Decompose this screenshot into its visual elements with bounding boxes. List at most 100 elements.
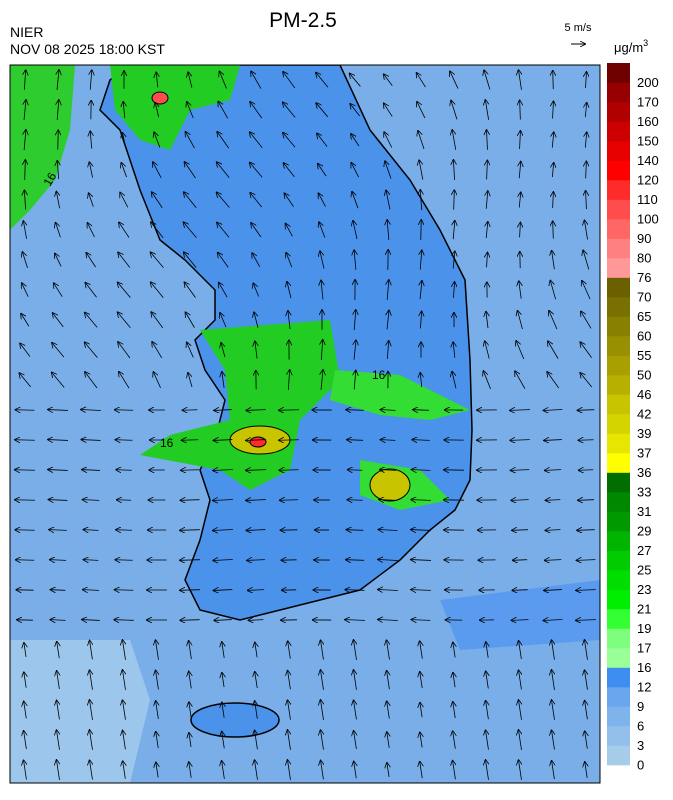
colorbar-segment — [607, 726, 630, 746]
colorbar-label: 60 — [637, 329, 651, 344]
colorbar-label: 39 — [637, 426, 651, 441]
colorbar-label: 21 — [637, 602, 651, 617]
unit-base: μg/m — [614, 40, 643, 55]
agency: NIER — [10, 24, 43, 40]
colorbar-segment — [607, 336, 630, 356]
colorbar-segment — [607, 297, 630, 317]
colorbar-label: 12 — [637, 680, 651, 695]
unit-exponent: 3 — [643, 38, 648, 48]
wind-arrow — [578, 440, 593, 441]
hotspot — [152, 92, 168, 104]
colorbar-label: 80 — [637, 251, 651, 266]
colorbar-label: 23 — [637, 582, 651, 597]
low-area — [10, 640, 150, 783]
colorbar-label: 140 — [637, 153, 659, 168]
colorbar: 0369121617192123252729313336373942465055… — [607, 63, 659, 773]
colorbar-label: 37 — [637, 446, 651, 461]
colorbar-segment — [607, 668, 630, 688]
wind-arrow — [421, 220, 422, 240]
colorbar-label: 65 — [637, 309, 651, 324]
datetime: NOV 08 2025 18:00 KST — [10, 41, 165, 57]
colorbar-segment — [607, 570, 630, 590]
colorbar-segment — [607, 687, 630, 707]
island — [191, 703, 279, 737]
wind-arrow — [181, 470, 199, 471]
wind-arrow — [115, 560, 132, 561]
wind-arrow — [579, 470, 593, 471]
colorbar-segment — [607, 531, 630, 551]
colorbar-segment — [607, 356, 630, 376]
colorbar-label: 160 — [637, 114, 659, 129]
colorbar-segment — [607, 258, 630, 278]
colorbar-label: 46 — [637, 387, 651, 402]
hotspot — [370, 469, 410, 501]
colorbar-segment — [607, 102, 630, 122]
contour-label: 16 — [160, 436, 174, 450]
colorbar-label: 0 — [637, 758, 644, 773]
colorbar-label: 9 — [637, 699, 644, 714]
wind-arrow — [115, 410, 133, 411]
colorbar-segment — [607, 83, 630, 103]
colorbar-segment — [607, 122, 630, 142]
colorbar-label: 200 — [637, 75, 659, 90]
map: 16 16 16 — [10, 65, 600, 783]
colorbar-segment — [607, 512, 630, 532]
hotspot — [250, 437, 266, 447]
colorbar-label: 6 — [637, 719, 644, 734]
wind-arrow — [116, 440, 133, 441]
unit: μg/m3 — [614, 38, 648, 55]
colorbar-segment — [607, 453, 630, 473]
colorbar-label: 76 — [637, 270, 651, 285]
colorbar-segment — [607, 141, 630, 161]
wind-arrow — [115, 590, 134, 591]
colorbar-label: 70 — [637, 290, 651, 305]
colorbar-label: 17 — [637, 641, 651, 656]
colorbar-segment — [607, 375, 630, 395]
colorbar-segment — [607, 473, 630, 493]
wind-arrow — [182, 440, 198, 441]
wind-arrow — [347, 500, 362, 501]
colorbar-label: 19 — [637, 621, 651, 636]
colorbar-segment — [607, 219, 630, 239]
colorbar-segment — [607, 414, 630, 434]
colorbar-segment — [607, 180, 630, 200]
colorbar-segment — [607, 200, 630, 220]
colorbar-label: 36 — [637, 465, 651, 480]
colorbar-segment — [607, 434, 630, 454]
colorbar-label: 150 — [637, 134, 659, 149]
colorbar-segment — [607, 707, 630, 727]
colorbar-label: 100 — [637, 212, 659, 227]
colorbar-segment — [607, 648, 630, 668]
colorbar-segment — [607, 239, 630, 259]
colorbar-label: 3 — [637, 738, 644, 753]
colorbar-label: 170 — [637, 95, 659, 110]
colorbar-label: 42 — [637, 407, 651, 422]
colorbar-segment — [607, 609, 630, 629]
colorbar-segment — [607, 395, 630, 415]
colorbar-label: 120 — [637, 173, 659, 188]
colorbar-segment — [607, 590, 630, 610]
colorbar-segment — [607, 161, 630, 181]
title: PM-2.5 — [269, 9, 337, 32]
colorbar-segment — [607, 629, 630, 649]
colorbar-segment — [607, 492, 630, 512]
colorbar-segment — [607, 551, 630, 571]
colorbar-label: 33 — [637, 485, 651, 500]
colorbar-segment — [607, 278, 630, 298]
colorbar-label: 110 — [637, 192, 658, 207]
colorbar-label: 29 — [637, 524, 651, 539]
colorbar-label: 31 — [637, 504, 651, 519]
wind-arrow — [348, 470, 362, 471]
colorbar-segment — [607, 63, 630, 83]
colorbar-label: 50 — [637, 368, 651, 383]
colorbar-label: 27 — [637, 543, 651, 558]
colorbar-segment — [607, 746, 630, 766]
colorbar-segment — [607, 317, 630, 337]
contour-label: 16 — [372, 368, 386, 382]
colorbar-label: 25 — [637, 563, 651, 578]
colorbar-label: 16 — [637, 660, 651, 675]
colorbar-label: 90 — [637, 231, 651, 246]
wind-scale-label: 5 m/s — [565, 22, 592, 34]
colorbar-label: 55 — [637, 348, 651, 363]
